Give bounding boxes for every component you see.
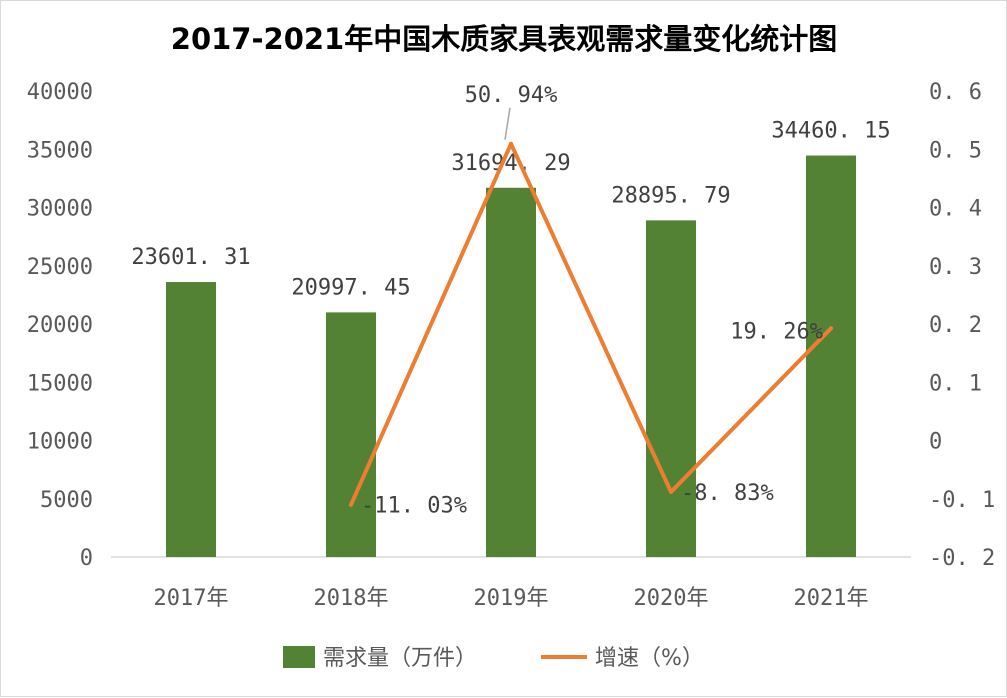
left-axis-tick-label: 20000 bbox=[27, 313, 93, 338]
x-axis-category-label: 2018年 bbox=[314, 586, 389, 611]
bar-2018 bbox=[326, 312, 376, 557]
right-axis-ticks: 0. 6 0. 5 0. 4 0. 3 0. 2 0. 1 0 -0. 1 -0. 2 bbox=[929, 80, 995, 571]
bar-data-labels: 23601. 31 20997. 45 31694. 29 28895. 79 3446… bbox=[131, 119, 890, 301]
x-axis-category-label: 2020年 bbox=[634, 586, 709, 611]
x-axis-category-label: 2017年 bbox=[154, 586, 229, 611]
bar-data-label: 20997. 45 bbox=[291, 275, 410, 300]
right-axis-tick-label: 0. 6 bbox=[929, 80, 982, 105]
bar-2017 bbox=[166, 282, 216, 557]
bar-series bbox=[166, 155, 856, 557]
left-axis-tick-label: 15000 bbox=[27, 371, 93, 396]
line-data-label: 19. 26% bbox=[730, 319, 823, 344]
right-axis-tick-label: 0. 5 bbox=[929, 138, 982, 163]
line-data-label: -11. 03% bbox=[361, 494, 467, 519]
line-data-label: 50. 94% bbox=[465, 83, 558, 108]
x-axis-category-label: 2019年 bbox=[474, 586, 549, 611]
leader-line bbox=[504, 107, 511, 140]
x-axis-category-label: 2021年 bbox=[794, 586, 869, 611]
bar-data-label: 23601. 31 bbox=[131, 245, 250, 270]
line-data-label: -8. 83% bbox=[681, 481, 774, 506]
growth-rate-point bbox=[669, 489, 673, 494]
left-axis-tick-label: 25000 bbox=[27, 255, 93, 280]
right-axis-tick-label: 0. 3 bbox=[929, 255, 982, 280]
left-axis-tick-label: 35000 bbox=[27, 138, 93, 163]
legend-bar-swatch bbox=[283, 646, 315, 668]
bar-2021 bbox=[806, 155, 856, 557]
bar-2019 bbox=[486, 187, 536, 557]
left-axis-tick-label: 0 bbox=[80, 546, 93, 571]
x-axis-ticks: 2017年 2018年 2019年 2020年 2021年 bbox=[154, 586, 869, 611]
left-axis-tick-label: 5000 bbox=[40, 488, 93, 513]
right-axis-tick-label: 0. 1 bbox=[929, 371, 982, 396]
line-data-labels: -11. 03% 50. 94% -8. 83% 19. 26% bbox=[361, 83, 823, 519]
bar-data-label: 28895. 79 bbox=[611, 183, 730, 208]
left-axis-tick-label: 40000 bbox=[27, 80, 93, 105]
chart-title: 2017-2021年中国木质家具表观需求量变化统计图 bbox=[171, 22, 837, 56]
right-axis-tick-label: -0. 1 bbox=[929, 488, 995, 513]
right-axis-tick-label: 0. 2 bbox=[929, 313, 982, 338]
line-series bbox=[349, 141, 833, 507]
growth-rate-point bbox=[349, 502, 353, 507]
right-axis-tick-label: 0 bbox=[929, 430, 942, 455]
legend-bar-label: 需求量（万件） bbox=[323, 646, 477, 671]
growth-rate-point bbox=[509, 141, 513, 146]
bar-2020 bbox=[646, 220, 696, 557]
left-axis-tick-label: 30000 bbox=[27, 197, 93, 222]
left-axis-ticks: 40000 35000 30000 25000 20000 15000 10000 5000 0 bbox=[27, 80, 93, 571]
bar-data-label: 34460. 15 bbox=[771, 119, 890, 144]
legend-line-label: 增速（%） bbox=[595, 646, 704, 671]
bar-data-label: 31694. 29 bbox=[451, 151, 570, 176]
growth-rate-point bbox=[829, 326, 833, 331]
legend: 需求量（万件） 增速（%） bbox=[283, 646, 704, 671]
right-axis-tick-label: 0. 4 bbox=[929, 197, 982, 222]
left-axis-tick-label: 10000 bbox=[27, 430, 93, 455]
right-axis-tick-label: -0. 2 bbox=[929, 546, 995, 571]
growth-rate-line bbox=[349, 141, 833, 507]
